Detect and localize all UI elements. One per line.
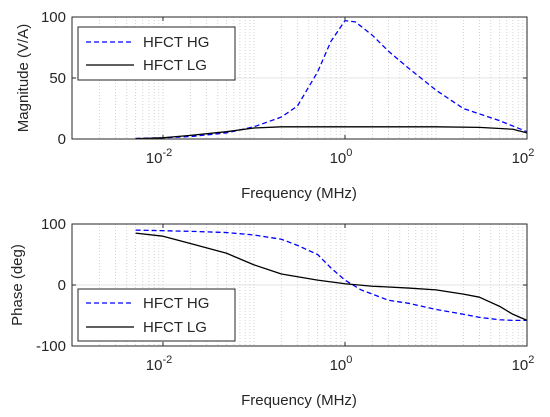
phase-y-axis-label: Phase (deg) <box>9 244 26 326</box>
phase-x-axis-label: Frequency (MHz) <box>241 392 357 409</box>
y-tick-label: 50 <box>49 70 66 87</box>
magnitude-series-line-lg <box>135 126 528 140</box>
x-tick-label: 102 <box>512 354 535 374</box>
y-tick-label: -100 <box>36 338 66 355</box>
legend-lg-label: HFCT LG <box>143 319 207 336</box>
x-tick-label: 10-2 <box>146 147 172 167</box>
x-tick-label: 100 <box>330 354 353 374</box>
magnitude-legend-box <box>77 26 236 81</box>
x-tick-label: 100 <box>330 147 353 167</box>
y-tick-label: 100 <box>41 216 66 233</box>
legend-hg-label: HFCT HG <box>143 295 209 312</box>
phase-legend: HFCT HG HFCT LG <box>77 288 236 342</box>
x-tick-label: 102 <box>512 147 535 167</box>
x-tick-label: 10-2 <box>146 354 172 374</box>
phase-ticks: -100 0 100 10-2 100 102 <box>36 216 534 374</box>
legend-hg-label: HFCT HG <box>143 34 209 51</box>
magnitude-series-line-hg <box>135 20 528 140</box>
y-tick-label: 0 <box>58 277 66 294</box>
phase-grid <box>72 224 527 346</box>
magnitude-panel: 0 50 100 10-2 100 102 Magnitude (V/A) Frequen… <box>15 9 534 202</box>
magnitude-ticks: 0 50 100 10-2 100 102 <box>41 9 534 167</box>
y-tick-label: 100 <box>41 9 66 26</box>
magnitude-legend: HFCT HG HFCT LG <box>77 26 236 81</box>
phase-series-group <box>135 229 528 322</box>
phase-panel: -100 0 100 10-2 100 102 Phase (deg) Frequency… <box>9 216 534 409</box>
phase-legend-box <box>77 288 236 342</box>
magnitude-series-group <box>135 20 528 140</box>
legend-lg-label: HFCT LG <box>143 57 207 74</box>
phase-series-line-lg <box>135 232 528 321</box>
y-tick-label: 0 <box>58 131 66 148</box>
magnitude-x-axis-label: Frequency (MHz) <box>241 185 357 202</box>
magnitude-y-axis-label: Magnitude (V/A) <box>15 24 32 132</box>
